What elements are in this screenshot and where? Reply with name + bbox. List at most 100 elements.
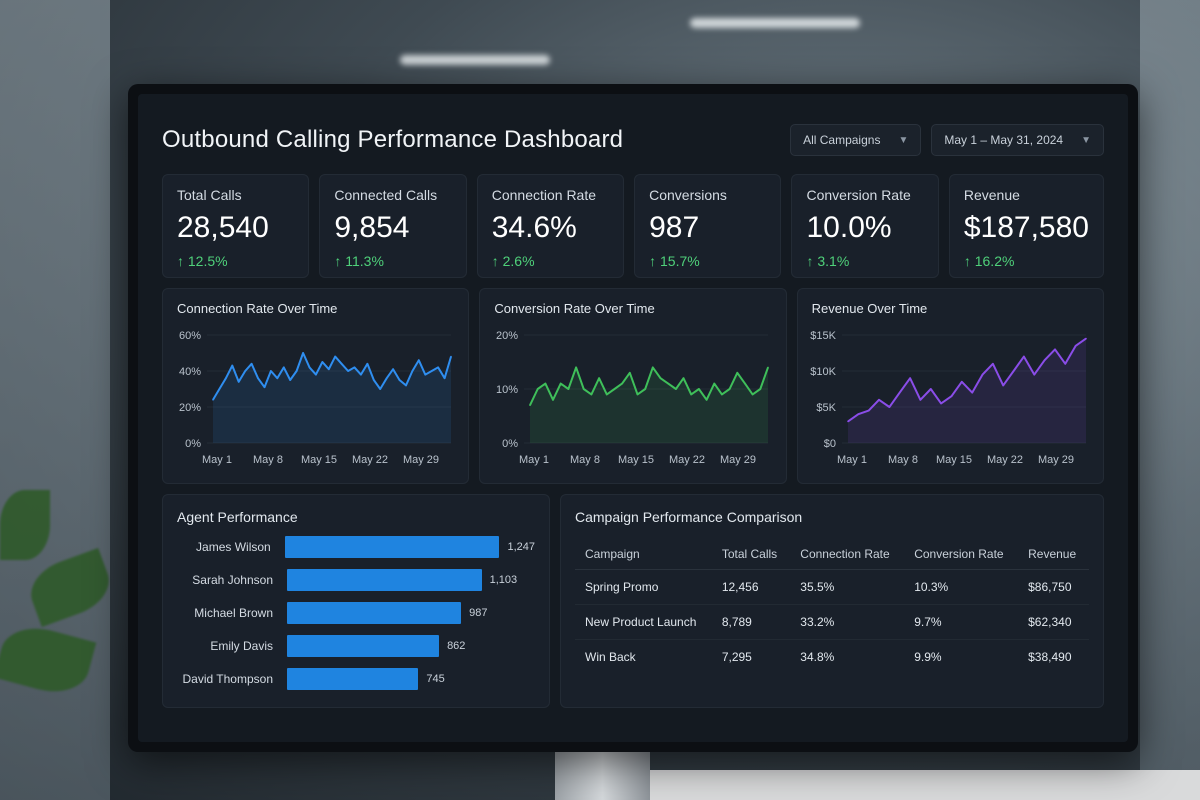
y-tick-label: $15K bbox=[810, 330, 836, 342]
data-point bbox=[736, 372, 739, 374]
agent-bar[interactable] bbox=[284, 536, 500, 558]
table-cell: Win Back bbox=[585, 650, 636, 664]
agent-value-label: 745 bbox=[426, 673, 445, 685]
x-tick-label: May 15 bbox=[301, 454, 337, 466]
data-point bbox=[443, 377, 446, 379]
x-tick-label: May 1 bbox=[202, 454, 232, 466]
campaign-select[interactable]: All Campaigns ▼ bbox=[790, 124, 922, 156]
data-point bbox=[1043, 359, 1046, 361]
agent-bar[interactable] bbox=[287, 602, 462, 624]
data-point bbox=[347, 370, 349, 372]
data-point bbox=[373, 379, 375, 381]
ceiling-light bbox=[400, 55, 550, 65]
data-point bbox=[537, 388, 539, 390]
data-point bbox=[960, 381, 963, 383]
data-point bbox=[237, 381, 240, 383]
revenue-chart-card: Revenue Over Time $0 $5K $10K $15K May 1 May … bbox=[796, 288, 1104, 484]
dashboard-header: Outbound Calling Performance Dashboard A… bbox=[162, 120, 1104, 160]
panel-title: Agent Performance bbox=[177, 509, 298, 525]
data-point bbox=[950, 395, 952, 397]
bottom-row: Agent Performance James Wilson 1,247 Sarah… bbox=[162, 494, 1104, 708]
data-point bbox=[334, 355, 336, 358]
column-header[interactable]: Connection Rate bbox=[790, 539, 905, 570]
data-point bbox=[706, 399, 708, 401]
agent-bar[interactable] bbox=[287, 635, 440, 657]
x-tick-label: May 8 bbox=[570, 454, 600, 466]
data-point bbox=[398, 379, 401, 381]
data-point bbox=[683, 377, 685, 379]
x-tick-label: May 8 bbox=[253, 454, 283, 466]
data-point bbox=[385, 377, 388, 379]
data-point bbox=[328, 368, 330, 370]
data-point bbox=[283, 366, 285, 369]
kpi-delta: ↑ 3.1% bbox=[806, 253, 850, 269]
dashboard-screen: Outbound Calling Performance Dashboard A… bbox=[138, 94, 1128, 742]
agent-name: James Wilson bbox=[196, 540, 271, 554]
table-row[interactable]: New Product Launch 8,789 33.2% 9.7% $62,… bbox=[575, 604, 1089, 640]
kpi-delta: ↑ 16.2% bbox=[963, 253, 1015, 269]
data-point bbox=[767, 366, 770, 369]
data-point bbox=[744, 382, 747, 385]
table-cell: 8,789 bbox=[711, 604, 791, 640]
data-point bbox=[698, 388, 701, 390]
chart-title: Revenue Over Time bbox=[811, 301, 928, 316]
agent-bar[interactable] bbox=[287, 668, 419, 690]
chart-title: Conversion Rate Over Time bbox=[494, 301, 655, 316]
date-range-select[interactable]: May 1 – May 31, 2024 ▼ bbox=[931, 124, 1104, 156]
table-cell: New Product Launch bbox=[575, 604, 712, 640]
table-cell: 10.3% bbox=[904, 569, 1019, 605]
agent-bar[interactable] bbox=[287, 569, 482, 591]
table-cell: 9.9% bbox=[914, 650, 942, 664]
data-point bbox=[598, 377, 601, 379]
data-point bbox=[606, 393, 608, 396]
y-tick-label: 40% bbox=[179, 366, 201, 378]
data-point bbox=[295, 370, 298, 372]
page-title: Outbound Calling Performance Dashboard bbox=[162, 126, 624, 153]
desk bbox=[620, 770, 1200, 800]
y-tick-label: 20% bbox=[496, 330, 518, 342]
data-point bbox=[315, 373, 317, 376]
kpi-row: Total Calls 28,540 ↑ 12.5% Connected Cal… bbox=[162, 174, 1104, 278]
table-row[interactable]: Spring Promo 12,456 35.5% 10.3% $86,750 bbox=[575, 569, 1089, 605]
column-header[interactable]: Total Calls bbox=[711, 539, 791, 570]
agent-bar-row: Sarah Johnson 1,103 bbox=[177, 569, 535, 591]
campaign-comparison-panel: Campaign Performance Comparison Campaign… bbox=[560, 494, 1104, 708]
background-window-right bbox=[1140, 0, 1200, 800]
series-line bbox=[212, 352, 452, 401]
table-row[interactable]: Win Back 7,295 34.8% 9.9% $38,490 bbox=[575, 640, 1089, 675]
kpi-value: 987 bbox=[649, 211, 700, 244]
column-header[interactable]: Campaign bbox=[575, 539, 712, 570]
conversion-rate-chart: 0% 10% 20% May 1 May 8 May 15 May 22 May 29 bbox=[496, 330, 770, 466]
data-point bbox=[529, 404, 532, 406]
data-point bbox=[857, 413, 859, 415]
data-point bbox=[637, 393, 639, 396]
data-point bbox=[418, 359, 420, 361]
data-point bbox=[1084, 337, 1087, 340]
data-point bbox=[308, 366, 311, 369]
data-point bbox=[405, 384, 407, 387]
data-point bbox=[366, 363, 369, 365]
data-point bbox=[411, 370, 414, 372]
table-cell: Spring Promo bbox=[575, 569, 712, 605]
kpi-value: $187,580 bbox=[963, 211, 1089, 244]
conversion-rate-chart-card: Conversion Rate Over Time 0% 10% 20% May 1 M… bbox=[479, 288, 787, 484]
data-point bbox=[270, 370, 272, 372]
data-point bbox=[939, 402, 942, 405]
table-cell: 33.2% bbox=[790, 604, 905, 640]
kpi-delta: ↑ 11.3% bbox=[334, 253, 384, 269]
y-tick-label: $5K bbox=[816, 402, 836, 414]
data-point bbox=[1053, 348, 1056, 351]
column-header[interactable]: Conversion Rate bbox=[904, 539, 1019, 570]
data-point bbox=[877, 399, 880, 401]
table-cell: 7,295 bbox=[721, 650, 752, 664]
column-header[interactable]: Revenue bbox=[1018, 539, 1089, 570]
kpi-delta: ↑ 15.7% bbox=[649, 253, 700, 269]
data-point bbox=[919, 399, 921, 401]
data-point bbox=[583, 388, 585, 390]
table-cell: $38,490 bbox=[1028, 650, 1072, 664]
data-point bbox=[644, 388, 647, 390]
data-point bbox=[971, 391, 973, 394]
data-point bbox=[353, 366, 356, 369]
data-point bbox=[1022, 355, 1025, 358]
agent-value-label: 1,247 bbox=[507, 541, 535, 553]
